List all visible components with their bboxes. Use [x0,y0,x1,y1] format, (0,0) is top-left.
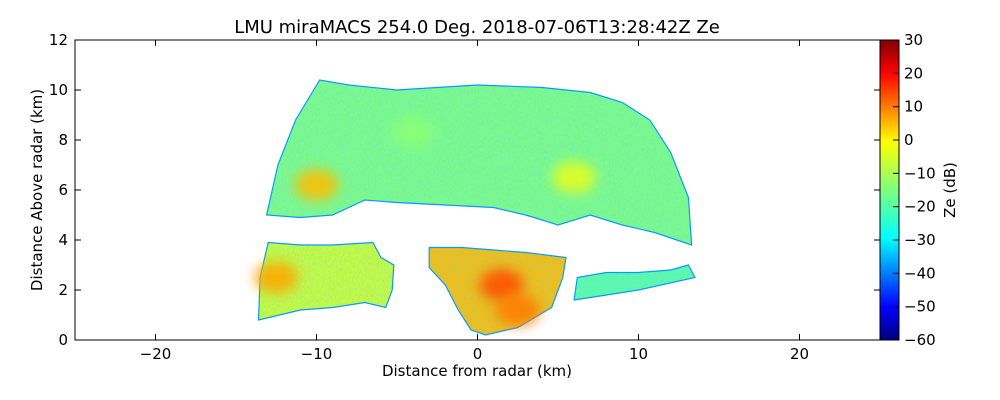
colorbar-tick-label: 10 [904,98,923,116]
echo-hotspot-6 [552,161,597,194]
y-tick-label: 2 [58,281,68,299]
colorbar-gradient [879,39,900,341]
x-tick-label: 20 [790,345,809,363]
x-axis: −20 −10 0 10 20 [140,40,809,363]
y-tick-label: 12 [49,31,68,49]
y-tick-label: 10 [49,81,68,99]
colorbar-tick-label: 30 [904,31,923,49]
y-tick-label: 0 [58,331,68,349]
echo-texture-lower-left-cell [258,242,394,320]
echo-hotspot-2 [254,261,299,294]
echo-hotspot-1 [294,169,339,201]
chart-title: LMU miraMACS 254.0 Deg. 2018-07-06T13:28… [234,17,720,38]
colorbar: 30 20 10 0 −10 −20 −30 −40 −50 −60 Ze (dB) [879,31,959,349]
x-tick-label: −10 [301,345,333,363]
colorbar-tick-label: −30 [904,231,936,249]
x-tick-label: 0 [473,345,483,363]
x-tick-label: 10 [629,345,648,363]
colorbar-tick-label: −20 [904,198,936,216]
colorbar-tick-label: −60 [904,331,936,349]
y-axis-label: Distance Above radar (km) [28,89,46,291]
x-tick-label: −20 [140,345,172,363]
echo-texture-right-low-band [574,265,695,300]
colorbar-tick-label: −10 [904,164,936,182]
echo-texture-upper-cloud-layer [266,80,692,245]
y-tick-label: 8 [58,131,68,149]
y-tick-label: 6 [58,181,68,199]
colorbar-tick-label: −40 [904,264,936,282]
y-tick-label: 4 [58,231,68,249]
colorbar-tick-label: 20 [904,64,923,82]
echo-hotspot-4 [495,294,540,326]
echo-hotspot-3 [479,269,524,301]
colorbar-tick-label: −50 [904,298,936,316]
y-axis: 0 2 4 6 8 10 12 [49,31,880,349]
plot-area [254,79,696,336]
x-axis-label: Distance from radar (km) [382,362,572,380]
colorbar-tick-label: 0 [904,131,914,149]
echo-hotspot-5 [391,116,436,149]
colorbar-label: Ze (dB) [941,162,959,218]
